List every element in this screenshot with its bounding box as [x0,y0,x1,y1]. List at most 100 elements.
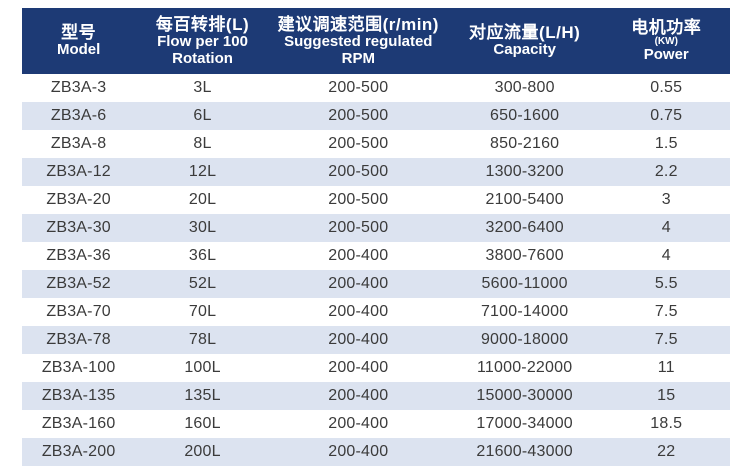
table-cell: 3200-6400 [485,219,564,236]
table-cell: 200-500 [328,191,389,208]
table-cell: ZB3A-12 [46,163,111,180]
table-cell: 7.5 [654,331,678,348]
table-row: ZB3A-20 20L 200-500 2100-5400 3 [22,186,730,214]
table-cell: 15 [657,387,676,404]
table-cell: 200-400 [328,247,389,264]
table-cell: ZB3A-52 [46,275,111,292]
table-cell: 200-500 [328,135,389,152]
table-cell: 7100-14000 [480,303,569,320]
table-cell: 200-500 [328,219,389,236]
header-label: RPM [341,49,375,67]
header-label: 电机功率 [631,18,702,38]
table-cell: 3 [661,191,671,208]
header-label: Rotation [172,49,233,67]
header-cell-3: 对应流量(L/H) Capacity [447,8,603,74]
table-cell: 21600-43000 [476,443,573,460]
table-row: ZB3A-70 70L 200-400 7100-14000 7.5 [22,298,730,326]
table-cell: ZB3A-78 [46,331,111,348]
table-row: ZB3A-8 8L 200-500 850-2160 1.5 [22,130,730,158]
header-label: Model [56,41,101,59]
header-cell-1: 每百转排(L) Flow per 100 Rotation [135,8,270,74]
table-cell: ZB3A-160 [41,415,116,432]
header-label: 对应流量(L/H) [469,23,581,43]
table-cell: ZB3A-3 [50,79,107,96]
table-cell: ZB3A-36 [46,247,111,264]
header-cell-4: 电机功率 (KW) Power [603,8,730,74]
table-cell: ZB3A-200 [41,443,116,460]
header-label: Flow per 100 [157,32,248,50]
table-cell: 5600-11000 [481,275,568,292]
table-row: ZB3A-78 78L 200-400 9000-18000 7.5 [22,326,730,354]
header-label: (KW) [654,36,678,48]
pump-spec-table: 型号 Model 每百转排(L) Flow per 100 Rotation 建议调速范围… [22,8,730,466]
table-cell: 200-500 [328,79,389,96]
table-cell: 9000-18000 [480,331,569,348]
header-cell-2: 建议调速范围(r/min) Suggested regulated RPM [270,8,447,74]
table-cell: 3L [193,79,212,96]
table-cell: 650-1600 [490,107,560,124]
table-cell: 15000-30000 [476,387,573,404]
table-cell: 100L [184,359,221,376]
table-cell: 11 [657,359,675,376]
header-label: 建议调速范围(r/min) [277,14,439,34]
table-row: ZB3A-6 6L 200-500 650-1600 0.75 [22,102,730,130]
table-cell: 17000-34000 [476,415,573,432]
table-cell: 22 [657,443,676,460]
table-row: ZB3A-36 36L 200-400 3800-7600 4 [22,242,730,270]
table-cell: 300-800 [494,79,555,96]
table-cell: 5.5 [654,275,678,292]
table-row: ZB3A-200 200L 200-400 21600-43000 22 [22,438,730,466]
table-header-row: 型号 Model 每百转排(L) Flow per 100 Rotation 建议调速范围… [22,8,730,74]
table-cell: 78L [188,331,217,348]
table-cell: 7.5 [654,303,678,320]
table-cell: 200-400 [328,415,389,432]
table-cell: 1300-3200 [485,163,564,180]
table-cell: 0.55 [650,79,683,96]
table-cell: 160L [184,415,221,432]
table-row: ZB3A-3 3L 200-500 300-800 0.55 [22,74,730,102]
table-cell: 2100-5400 [485,191,564,208]
table-cell: 20L [188,191,217,208]
table-cell: 18.5 [650,415,683,432]
table-cell: 1.5 [654,135,678,152]
table-cell: ZB3A-8 [50,135,107,152]
table-cell: ZB3A-70 [46,303,111,320]
table-cell: 4 [661,219,671,236]
header-cell-0: 型号 Model [22,8,135,74]
table-cell: 3800-7600 [485,247,564,264]
table-cell: 36L [188,247,217,264]
table-row: ZB3A-100 100L 200-400 11000-22000 11 [22,354,730,382]
table-cell: 135L [184,387,221,404]
table-row: ZB3A-52 52L 200-400 5600-11000 5.5 [22,270,730,298]
table-cell: ZB3A-30 [46,219,111,236]
table-cell: 200-500 [328,107,389,124]
table-cell: 8L [193,135,212,152]
table-cell: 200-400 [328,359,389,376]
table-row: ZB3A-12 12L 200-500 1300-3200 2.2 [22,158,730,186]
table-cell: 30L [188,219,217,236]
header-label: Suggested regulated [284,32,433,50]
header-label: 每百转排(L) [155,14,250,34]
table-cell: ZB3A-6 [50,107,107,124]
table-cell: 4 [661,247,671,264]
table-cell: 52L [188,275,217,292]
table-row: ZB3A-135 135L 200-400 15000-30000 15 [22,382,730,410]
table-cell: 850-2160 [490,135,560,152]
header-label: Power [643,46,689,64]
table-cell: 200-400 [328,303,389,320]
table-cell: 200-400 [328,331,389,348]
table-cell: 6L [193,107,212,124]
table-cell: 200-400 [328,443,389,460]
table-row: ZB3A-30 30L 200-500 3200-6400 4 [22,214,730,242]
table-cell: 200-500 [328,163,389,180]
table-cell: 70L [188,303,217,320]
table-cell: 200-400 [328,275,389,292]
table-body: ZB3A-3 3L 200-500 300-800 0.55 ZB3A-6 6L 200-50… [22,74,730,466]
table-cell: ZB3A-100 [41,359,116,376]
table-cell: 11000-22000 [476,359,573,376]
table-row: ZB3A-160 160L 200-400 17000-34000 18.5 [22,410,730,438]
table-cell: ZB3A-20 [46,191,111,208]
table-cell: 200L [184,443,221,460]
header-label: Capacity [493,41,556,59]
